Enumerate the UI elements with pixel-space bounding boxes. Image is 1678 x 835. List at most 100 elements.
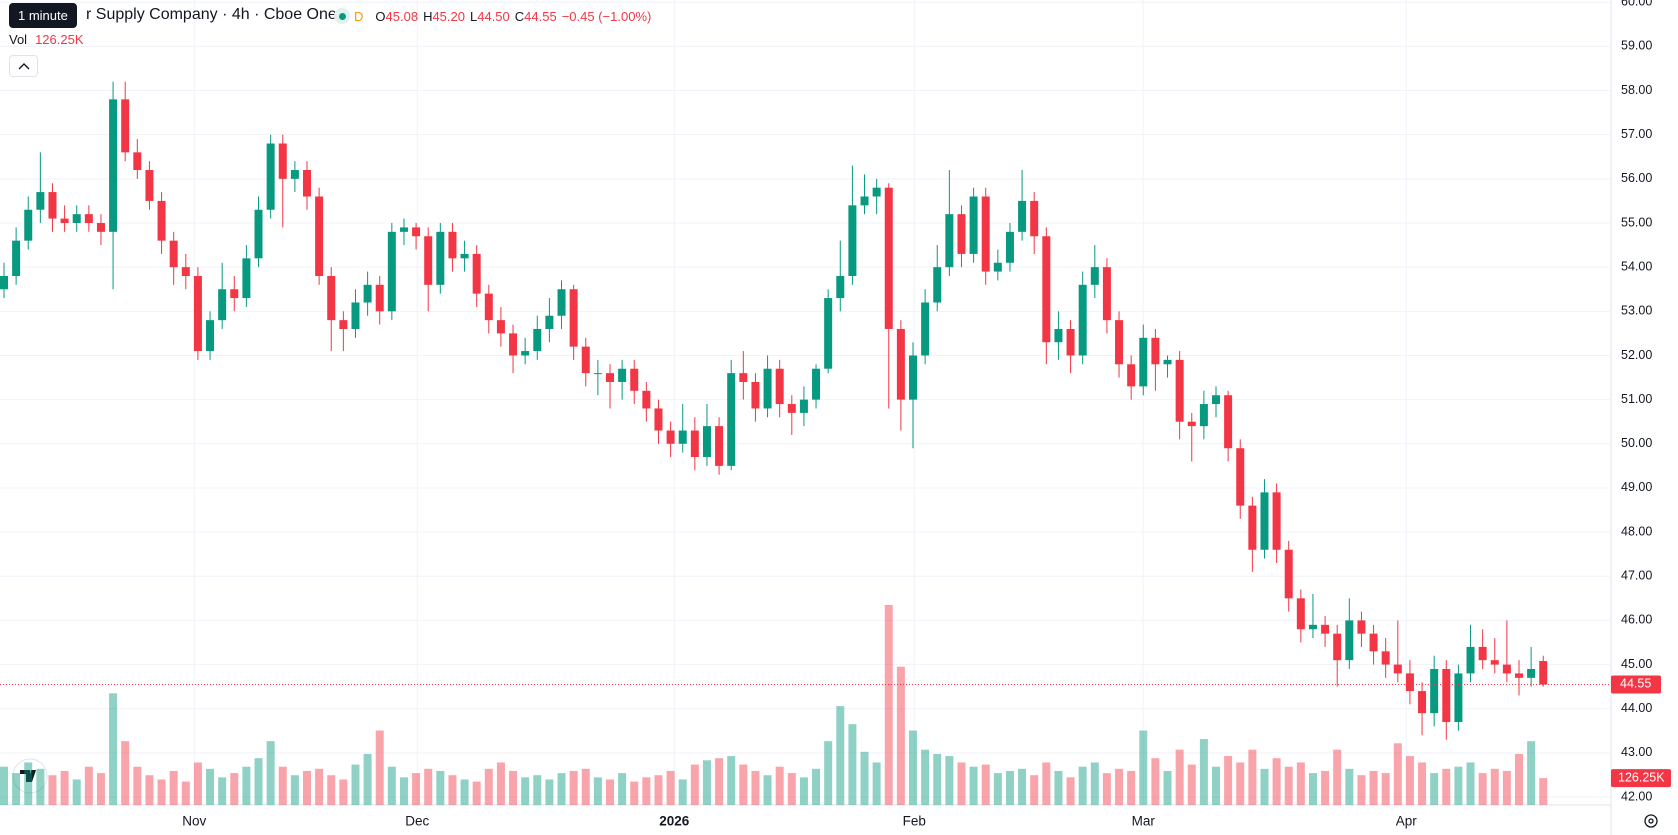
volume-bar xyxy=(569,770,578,805)
candle-body xyxy=(1308,624,1317,630)
last-volume-label: 126.25K xyxy=(1618,770,1665,784)
candle-body xyxy=(763,368,772,409)
candle-body xyxy=(1054,328,1063,343)
candle-body xyxy=(1248,505,1257,550)
y-tick-label: 59.00 xyxy=(1621,39,1652,53)
candle-body xyxy=(448,231,457,259)
candle-body xyxy=(1369,633,1378,652)
candle-body xyxy=(981,196,990,272)
candle-body xyxy=(1357,620,1366,634)
tv-logo[interactable] xyxy=(12,758,48,794)
volume-bar xyxy=(460,779,469,805)
chevron[interactable] xyxy=(18,62,30,70)
volume-bar xyxy=(1151,758,1160,805)
y-tick-label: 52.00 xyxy=(1621,348,1652,362)
volume-bar xyxy=(1187,764,1196,805)
volume-bar xyxy=(339,779,348,805)
candle-body xyxy=(606,373,614,382)
volume-bar xyxy=(812,768,821,805)
logo-mark[interactable] xyxy=(20,770,36,782)
volume-bar xyxy=(157,779,166,805)
candle-body xyxy=(1321,624,1330,634)
candle-body xyxy=(618,368,627,382)
candle-body xyxy=(1454,673,1463,722)
volume-bar xyxy=(618,773,627,805)
candle-body xyxy=(218,289,227,321)
candle-body xyxy=(581,346,590,374)
volume-bar xyxy=(1199,739,1208,805)
candle-body xyxy=(593,373,602,375)
candle-body xyxy=(1005,231,1014,263)
volume-bar xyxy=(1236,762,1245,805)
candle-body xyxy=(1515,673,1523,678)
candle-body xyxy=(303,170,311,197)
candle-body xyxy=(521,351,530,356)
candle-body xyxy=(702,426,711,458)
candle-body xyxy=(969,196,978,254)
volume-bar xyxy=(1381,773,1390,805)
candle-body xyxy=(242,258,251,299)
volume-bar xyxy=(1054,770,1063,805)
volume-bar xyxy=(363,753,372,805)
volume-bar xyxy=(1066,777,1075,805)
volume-bar xyxy=(993,773,1002,805)
volume-bar xyxy=(1284,766,1293,805)
volume-bar xyxy=(1515,753,1523,805)
settings-icon[interactable] xyxy=(1644,814,1658,828)
candle-body xyxy=(375,284,384,312)
candle-body xyxy=(957,214,966,254)
volume-bar xyxy=(860,751,869,805)
candle-body xyxy=(1333,633,1342,661)
volume-bar xyxy=(654,775,663,805)
candle-body xyxy=(727,373,736,466)
volume-bar xyxy=(1442,768,1451,805)
volume-legend: Vol 126.25K xyxy=(9,32,84,47)
candle-body xyxy=(1066,328,1075,356)
ohlc-key: O xyxy=(375,8,386,24)
candle-body xyxy=(327,275,336,321)
volume-bar xyxy=(872,762,881,805)
volume-value: 126.25K xyxy=(35,32,84,47)
volume-bar xyxy=(399,777,408,805)
gear-hub[interactable] xyxy=(1648,818,1654,824)
candle-body xyxy=(1199,404,1208,427)
candle-body xyxy=(533,328,542,352)
candle-body xyxy=(460,253,469,259)
gear[interactable] xyxy=(1644,814,1658,828)
volume-bar xyxy=(1539,778,1548,805)
candle-body xyxy=(339,320,348,329)
ohlc-key: C xyxy=(514,8,525,24)
candle-body xyxy=(315,196,324,276)
collapse-button[interactable] xyxy=(9,55,38,77)
candle-body xyxy=(436,231,445,285)
last-volume-box xyxy=(1611,769,1671,788)
market-status[interactable] xyxy=(334,8,350,24)
volume-bar xyxy=(96,773,105,805)
candle-body xyxy=(278,143,287,179)
candle-body xyxy=(1018,200,1027,232)
candle-body xyxy=(12,240,21,276)
candle-body xyxy=(193,275,202,352)
symbol-title[interactable]: r Supply Company · 4h · Cboe One xyxy=(86,6,337,23)
y-tick-label: 51.00 xyxy=(1621,392,1652,406)
volume-bar xyxy=(969,766,978,805)
volume-bar xyxy=(1466,762,1475,805)
candle-body xyxy=(266,143,275,210)
y-tick-label: 54.00 xyxy=(1621,259,1652,273)
ohlc-key: H xyxy=(423,8,433,24)
x-tick-label: 2026 xyxy=(659,814,690,829)
volume-bar xyxy=(181,781,190,805)
y-tick-label: 56.00 xyxy=(1621,171,1652,185)
volume-bar xyxy=(448,775,457,805)
candle-body xyxy=(1151,337,1160,365)
volume-bar xyxy=(109,693,118,805)
candle-body xyxy=(1090,267,1099,285)
candle-body xyxy=(1260,492,1269,550)
candle-body xyxy=(472,253,481,294)
candle-body xyxy=(121,99,130,153)
volume-bar xyxy=(1272,758,1281,805)
candle-body xyxy=(36,192,45,210)
volume-bar xyxy=(606,779,614,805)
candle-body xyxy=(1296,598,1305,630)
